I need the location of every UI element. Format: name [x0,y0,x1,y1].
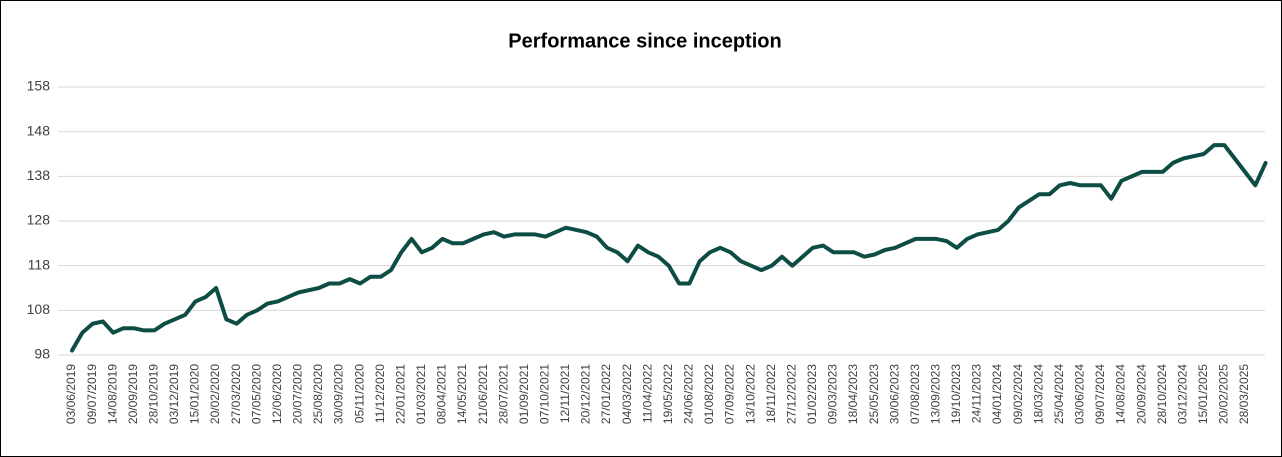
x-tick-label: 11/04/2022 [640,364,654,423]
x-tick-label: 18/04/2023 [846,364,860,424]
x-tick-label: 18/03/2024 [1031,364,1045,424]
x-tick-label: 03/06/2019 [64,364,78,424]
x-tick-label: 03/06/2024 [1073,364,1087,424]
line-series [70,143,1268,353]
x-tick-label: 01/08/2022 [702,364,716,424]
x-tick-label: 27/03/2020 [229,364,243,424]
x-tick-label: 07/08/2023 [908,364,922,424]
x-tick-label: 22/01/2021 [393,364,407,424]
x-tick-label: 07/05/2020 [249,364,263,424]
x-tick-label: 25/04/2024 [1052,364,1066,424]
x-tick-label: 19/10/2023 [949,364,963,424]
x-tick-label: 28/10/2024 [1155,364,1169,424]
x-tick-label: 07/10/2021 [537,364,551,424]
x-tick-label: 25/05/2023 [867,364,881,424]
x-tick-label: 20/07/2020 [291,364,305,424]
x-tick-label: 05/11/2020 [352,364,366,423]
y-tick-label: 98 [34,346,50,362]
x-tick-label: 12/06/2020 [270,364,284,424]
x-tick-label: 08/04/2021 [435,364,449,424]
x-tick-label: 15/01/2025 [1196,364,1210,424]
x-tick-label: 27/01/2022 [599,364,613,424]
x-tick-label: 13/10/2022 [743,364,757,424]
x-tick-label: 12/11/2021 [558,364,572,423]
x-tick-label: 04/03/2022 [620,364,634,424]
x-tick-label: 09/02/2024 [1011,364,1025,424]
x-tick-label: 30/06/2023 [887,364,901,424]
x-tick-label: 14/05/2021 [455,364,469,424]
y-tick-label: 148 [27,122,51,138]
chart-title: Performance since inception [508,30,781,52]
x-tick-label: 04/01/2024 [990,364,1004,424]
x-tick-label: 14/08/2024 [1114,364,1128,424]
x-tick-label: 20/09/2019 [126,364,140,424]
x-tick-label: 01/03/2021 [414,364,428,424]
x-tick-label: 21/06/2021 [476,364,490,424]
y-tick-label: 108 [27,301,51,317]
x-tick-label: 25/08/2020 [311,364,325,424]
x-tick-label: 19/05/2022 [661,364,675,424]
x-tick-label: 01/02/2023 [805,364,819,424]
x-tick-label: 13/09/2023 [928,364,942,424]
y-tick-label: 118 [28,256,51,272]
x-tick-label: 28/07/2021 [496,364,510,424]
x-tick-label: 27/12/2022 [784,364,798,424]
x-tick-label: 28/03/2025 [1237,364,1251,424]
x-tick-label: 09/07/2024 [1093,364,1107,424]
x-tick-label: 07/09/2022 [723,364,737,424]
x-tick-label: 09/07/2019 [85,364,99,424]
x-tick-label: 30/09/2020 [332,364,346,424]
x-tick-label: 20/12/2021 [579,364,593,424]
x-tick-label: 28/10/2019 [146,364,160,424]
x-tick-label: 18/11/2022 [764,364,778,423]
x-tick-label: 24/11/2023 [970,364,984,423]
y-tick-label: 158 [27,78,51,94]
x-tick-label: 20/09/2024 [1134,364,1148,424]
y-tick-label: 138 [27,167,51,183]
x-tick-label: 03/12/2019 [167,364,181,424]
y-tick-label: 128 [27,212,51,228]
x-tick-label: 24/06/2022 [682,364,696,424]
x-tick-label: 20/02/2020 [208,364,222,424]
x-tick-label: 15/01/2020 [188,364,202,424]
x-tick-label: 20/02/2025 [1217,364,1231,424]
x-tick-label: 14/08/2019 [105,364,119,424]
x-tick-label: 11/12/2020 [373,364,387,423]
x-tick-label: 01/09/2021 [517,364,531,424]
x-tick-label: 09/03/2023 [826,364,840,424]
x-tick-label: 03/12/2024 [1175,364,1189,424]
